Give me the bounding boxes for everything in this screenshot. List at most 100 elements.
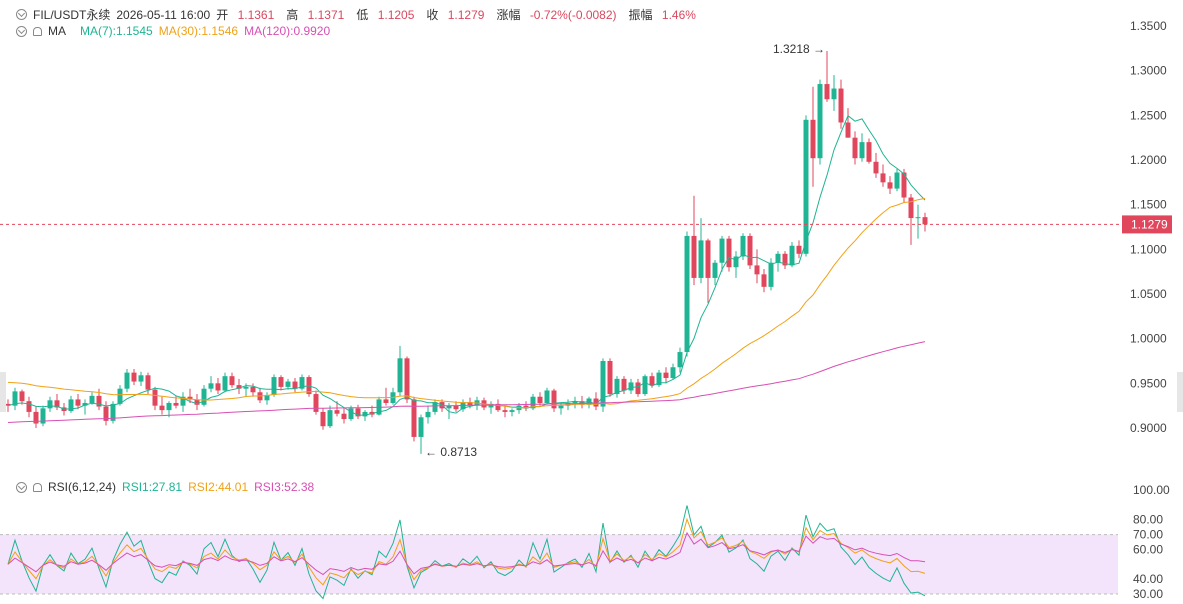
candle-body	[873, 161, 879, 174]
candle-body	[509, 410, 515, 412]
candle-body	[803, 119, 809, 254]
rsi-tick-label: 100.00	[1133, 483, 1170, 497]
candle-body	[719, 238, 725, 263]
candle-body	[628, 382, 634, 391]
candle-body	[110, 403, 116, 421]
change-label: 涨幅	[496, 8, 521, 22]
candle-body	[691, 235, 697, 278]
rsi3-line	[7, 531, 926, 576]
collapse-icon[interactable]	[16, 25, 27, 37]
candle-body	[859, 142, 865, 159]
change-value: -0.72%(-0.0082)	[529, 8, 617, 22]
symbol-label: FIL/USDT永续	[33, 8, 111, 22]
candle-body	[901, 172, 907, 198]
rsi1-line	[7, 505, 926, 600]
candle-body	[327, 410, 333, 427]
candle-body	[523, 405, 529, 409]
ma30-line	[7, 197, 926, 409]
price-tick-label: 1.2500	[1130, 108, 1167, 122]
candle-body	[222, 376, 228, 391]
candle-body	[404, 358, 410, 400]
candle-body	[880, 173, 886, 183]
bell-icon[interactable]	[33, 26, 42, 36]
candle-body	[299, 377, 305, 389]
candle-body	[68, 399, 74, 412]
price-axis: 1.3500 1.3000 1.2500 1.2000 1.1500 1.1000 1.05…	[1130, 19, 1167, 435]
candle-body	[138, 375, 144, 382]
scroll-left-handle[interactable]	[0, 372, 6, 412]
candle-body	[607, 361, 613, 395]
candle-body	[635, 382, 641, 395]
candle-body	[341, 413, 347, 420]
price-tick-label: 1.1000	[1130, 242, 1167, 256]
amplitude-label: 振幅	[628, 8, 653, 22]
candle-body	[33, 411, 39, 424]
scroll-right-handle[interactable]	[1177, 372, 1183, 412]
rsi-label: RSI(6,12,24)	[48, 480, 117, 494]
candle-body	[698, 240, 704, 278]
candle-body	[810, 119, 816, 159]
candle-body	[761, 274, 767, 287]
candle-body	[215, 383, 221, 391]
candle-body	[355, 408, 361, 417]
price-tick-label: 1.2000	[1130, 153, 1167, 167]
candle-body	[670, 367, 676, 378]
rsi-tick-label: 60.00	[1133, 542, 1163, 556]
candle-body	[397, 358, 403, 393]
candle-body	[705, 240, 711, 278]
candle-body	[838, 88, 844, 123]
candle-body	[82, 402, 88, 406]
candle-body	[425, 411, 431, 418]
candle-body	[467, 402, 473, 406]
candle-body	[201, 388, 207, 405]
datetime-label: 2026-05-11 16:00	[116, 7, 211, 22]
candle-body	[348, 408, 354, 420]
candle-body	[726, 238, 732, 268]
candle-body	[845, 122, 851, 138]
rsi-tick-label: 80.00	[1133, 513, 1163, 527]
candle-body	[796, 245, 802, 254]
candle-body	[187, 396, 193, 400]
collapse-icon[interactable]	[16, 9, 27, 20]
candle-body	[12, 391, 18, 406]
open-label: 开	[216, 8, 229, 22]
candle-body	[887, 182, 893, 189]
candle-body	[19, 391, 25, 402]
candle-body	[285, 381, 291, 387]
price-tick-label: 1.3500	[1130, 19, 1167, 33]
candle-body	[593, 398, 599, 407]
candle-body	[677, 352, 683, 368]
candle-body	[908, 197, 914, 219]
ma-label: MA	[48, 24, 66, 38]
candle-body	[236, 385, 242, 389]
ohlc-header: FIL/USDT永续 2026-05-11 16:00 开 1.1361 高 1…	[16, 6, 708, 23]
close-value: 1.1279	[447, 8, 485, 22]
candle-body	[530, 396, 536, 409]
ma-legend: MA MA(7):1.1545 MA(30):1.1546 MA(120):0.…	[16, 24, 336, 38]
price-tick-label: 1.0000	[1130, 332, 1167, 346]
rsi-legend: RSI(6,12,24) RSI1:27.81 RSI2:44.01 RSI3:…	[16, 480, 320, 494]
amplitude-value: 1.46%	[661, 8, 696, 22]
candle-body	[740, 235, 746, 257]
candle-body	[124, 372, 130, 389]
candle-body	[173, 402, 179, 406]
collapse-icon[interactable]	[16, 481, 27, 493]
candle-body	[775, 253, 781, 263]
candle-body	[103, 406, 109, 421]
ma120-legend: MA(120):0.9920	[244, 24, 331, 38]
rsi-tick-label: 70.00	[1133, 528, 1163, 542]
candle-body	[418, 417, 424, 437]
candle-body	[754, 265, 760, 275]
candle-body	[649, 376, 655, 386]
candle-body	[453, 405, 459, 410]
candle-body	[194, 399, 200, 405]
candle-body	[96, 395, 102, 407]
rsi-band	[0, 534, 1118, 594]
candle-body	[621, 378, 627, 391]
bell-icon[interactable]	[33, 482, 42, 492]
candle-body	[642, 376, 648, 395]
high-label: 高	[286, 8, 299, 22]
